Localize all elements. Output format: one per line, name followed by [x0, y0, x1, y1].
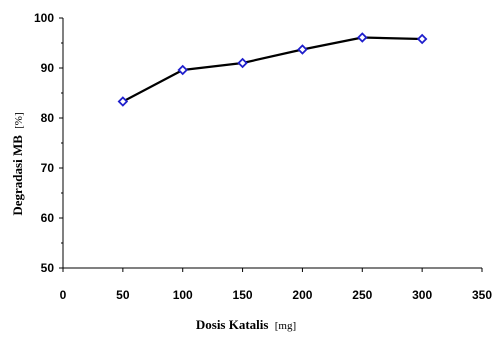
y-tick-label: 50 — [41, 261, 55, 275]
data-point — [297, 44, 308, 55]
axis-labels: Degradasi MB [%] Dosis Katalis [mg] — [10, 112, 296, 332]
data-point — [117, 96, 129, 107]
series-1 — [117, 32, 428, 107]
y-tick-label: 90 — [41, 61, 55, 75]
series-line — [122, 36, 423, 103]
y-axis-title: Degradasi MB [%] — [10, 112, 25, 215]
x-axis-label: Dosis Katalis — [196, 317, 269, 332]
x-tick-label: 300 — [412, 288, 432, 302]
x-axis-unit: [mg] — [275, 320, 296, 332]
y-axis-label: Degradasi MB — [10, 135, 25, 216]
y-axis-unit: [%] — [13, 112, 25, 129]
y-tick-label: 100 — [34, 11, 54, 25]
x-axis-title: Dosis Katalis [mg] — [196, 317, 296, 332]
x-tick-label: 50 — [116, 288, 130, 302]
x-tick-label: 0 — [60, 288, 67, 302]
y-tick-label: 70 — [41, 161, 55, 175]
data-point — [177, 64, 188, 76]
axes: 50 60 70 80 90 100 0 50 100 150 200 250 300 350 — [34, 11, 492, 302]
y-tick-label: 80 — [41, 111, 55, 125]
x-tick-label: 250 — [352, 288, 372, 302]
data-point — [357, 32, 368, 43]
x-tick-label: 350 — [472, 288, 492, 302]
y-tick-label: 60 — [41, 211, 55, 225]
x-tick-label: 200 — [292, 288, 312, 302]
data-point — [416, 33, 428, 45]
data-point — [237, 57, 248, 69]
x-tick-label: 150 — [233, 288, 253, 302]
x-tick-label: 100 — [173, 288, 193, 302]
